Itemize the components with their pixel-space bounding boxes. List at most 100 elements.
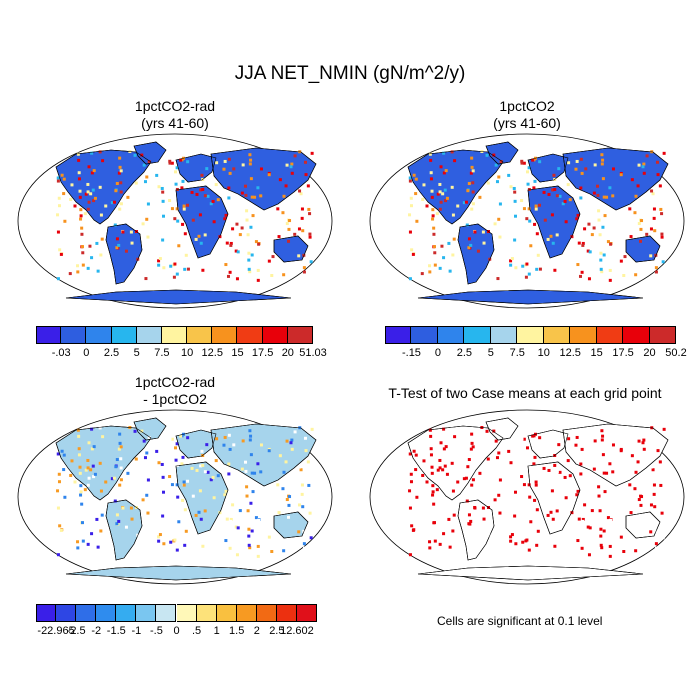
- grid-cell: [602, 471, 606, 475]
- grid-cell: [124, 249, 128, 253]
- grid-cell: [175, 166, 179, 170]
- grid-cell: [651, 468, 655, 472]
- grid-cell: [70, 183, 74, 187]
- colorbar-tick-label: 0: [83, 347, 90, 359]
- grid-cell: [634, 273, 638, 277]
- grid-cell: [200, 173, 204, 177]
- grid-cell: [162, 266, 166, 270]
- colorbar-swatch: [176, 604, 197, 622]
- grid-cell: [147, 436, 151, 440]
- grid-cell: [431, 217, 435, 221]
- grid-cell: [182, 480, 186, 484]
- grid-cell: [76, 428, 80, 432]
- grid-cell: [438, 466, 442, 470]
- panel-title-top-right: 1pctCO2 (yrs 41-60): [397, 98, 657, 132]
- grid-cell: [549, 234, 553, 238]
- grid-cell: [247, 267, 251, 271]
- grid-cell: [550, 213, 554, 217]
- grid-cell: [267, 535, 271, 539]
- grid-cell: [652, 207, 656, 211]
- grid-cell: [557, 167, 561, 171]
- grid-cell: [581, 241, 585, 245]
- grid-cell: [600, 153, 604, 157]
- grid-cell: [161, 475, 165, 479]
- grid-cell: [302, 542, 306, 546]
- grid-cell: [619, 259, 623, 263]
- grid-cell: [77, 171, 81, 175]
- grid-cell: [126, 471, 130, 475]
- grid-cell: [429, 434, 433, 438]
- grid-cell: [201, 187, 205, 191]
- grid-cell: [639, 515, 643, 519]
- grid-cell: [287, 515, 291, 519]
- grid-cell: [656, 173, 660, 177]
- grid-cell: [298, 465, 302, 469]
- grid-cell: [411, 252, 415, 256]
- grid-cell: [90, 532, 94, 536]
- grid-cell: [525, 446, 529, 450]
- grid-cell: [538, 203, 542, 207]
- grid-cell: [534, 483, 538, 487]
- grid-cell: [56, 213, 60, 217]
- coastline: [485, 417, 519, 441]
- grid-cell: [492, 429, 496, 433]
- grid-cell: [201, 463, 205, 467]
- grid-cell: [422, 183, 426, 187]
- grid-cell: [170, 161, 174, 165]
- grid-cell: [308, 488, 312, 492]
- grid-cell: [95, 517, 99, 521]
- grid-cell: [513, 475, 517, 479]
- grid-cell: [551, 517, 555, 521]
- coastline: [133, 417, 167, 441]
- grid-cell: [168, 199, 172, 203]
- grid-cell: [298, 189, 302, 193]
- coastline: [175, 153, 217, 183]
- coastline: [65, 289, 292, 305]
- grid-cell: [408, 452, 412, 456]
- grid-cell: [80, 508, 84, 512]
- grid-cell: [168, 161, 172, 165]
- coastline: [210, 147, 317, 211]
- grid-cell: [182, 483, 186, 487]
- grid-cell: [528, 495, 532, 499]
- colorbar-swatch: [237, 326, 263, 344]
- grid-cell: [555, 233, 559, 237]
- grid-cell: [527, 548, 531, 552]
- grid-cell: [225, 241, 229, 245]
- colorbar-tick-label: -.15: [401, 347, 421, 359]
- grid-cell: [124, 525, 128, 529]
- grid-cell: [512, 462, 516, 466]
- grid-cell: [513, 238, 517, 242]
- grid-cell: [121, 230, 125, 234]
- grid-cell: [240, 467, 244, 471]
- grid-cell: [86, 266, 90, 270]
- grid-cell: [551, 188, 555, 192]
- grid-cell: [623, 531, 627, 535]
- grid-cell: [244, 193, 248, 197]
- grid-cell: [73, 204, 77, 208]
- grid-cell: [81, 263, 85, 267]
- grid-cell: [78, 465, 82, 469]
- grid-cell: [660, 508, 664, 512]
- grid-cell: [146, 511, 150, 515]
- grid-cell: [534, 207, 538, 211]
- grid-cell: [547, 468, 551, 472]
- grid-cell: [595, 184, 599, 188]
- grid-cell: [658, 460, 662, 464]
- grid-cell: [456, 480, 460, 484]
- grid-cell: [249, 158, 253, 162]
- grid-cell: [444, 169, 448, 173]
- grid-cell: [119, 466, 123, 470]
- grid-cell: [408, 179, 412, 183]
- grid-cell: [608, 268, 612, 272]
- grid-cell: [173, 217, 177, 221]
- grid-cell: [297, 503, 301, 507]
- grid-cell: [429, 453, 433, 457]
- grid-cell: [175, 272, 179, 276]
- grid-cell: [240, 226, 244, 230]
- grid-cell: [271, 531, 275, 535]
- colorbar-swatch: [61, 326, 87, 344]
- grid-cell: [181, 179, 185, 183]
- grid-cell: [256, 554, 260, 558]
- grid-cell: [448, 269, 452, 273]
